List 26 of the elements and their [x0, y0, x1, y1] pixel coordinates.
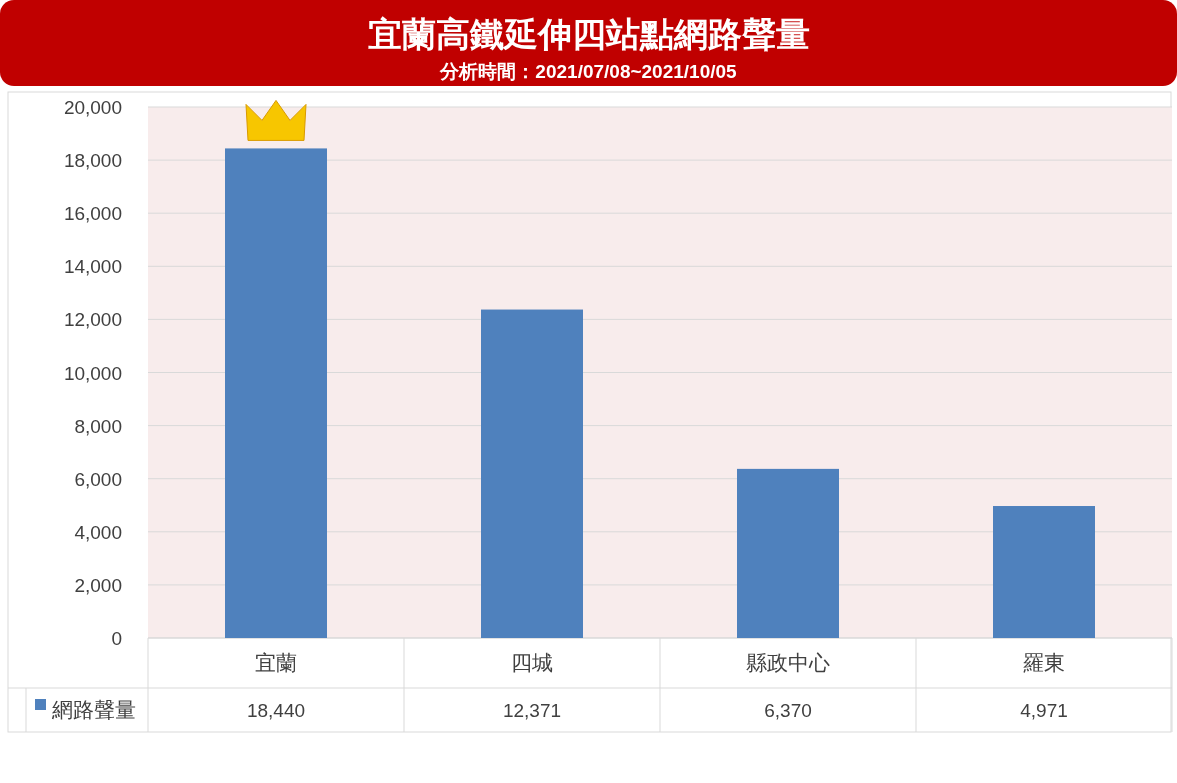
- y-tick-label: 2,000: [74, 574, 122, 596]
- x-tick-label: 宜蘭: [255, 651, 297, 674]
- y-tick-label: 6,000: [74, 468, 122, 490]
- y-tick-label: 20,000: [63, 97, 122, 118]
- bar: [481, 309, 583, 638]
- x-tick-label: 四城: [511, 651, 553, 674]
- data-label: 18,440: [246, 700, 306, 721]
- legend-label: 網路聲量: [51, 698, 136, 721]
- bar: [993, 506, 1095, 638]
- bar: [225, 148, 327, 638]
- x-tick-label: 縣政中心: [746, 651, 830, 674]
- data-label: 4,971: [1020, 700, 1068, 721]
- y-tick-label: 8,000: [74, 415, 122, 437]
- y-tick-label: 14,000: [63, 256, 122, 278]
- data-label: 6,370: [764, 700, 812, 721]
- y-tick-label: 10,000: [63, 362, 122, 384]
- x-tick-label: 羅東: [1023, 651, 1065, 674]
- y-tick-label: 0: [111, 628, 122, 649]
- chart-subtitle: 分析時間：2021/07/08~2021/10/05: [439, 61, 738, 82]
- bar: [737, 468, 839, 638]
- y-tick-label: 18,000: [63, 150, 122, 172]
- chart-title: 宜蘭高鐵延伸四站點網路聲量: [367, 15, 810, 53]
- y-tick-label: 4,000: [74, 521, 122, 543]
- y-tick-label: 16,000: [63, 203, 122, 225]
- data-label: 12,371: [502, 700, 562, 721]
- y-tick-label: 12,000: [63, 309, 122, 331]
